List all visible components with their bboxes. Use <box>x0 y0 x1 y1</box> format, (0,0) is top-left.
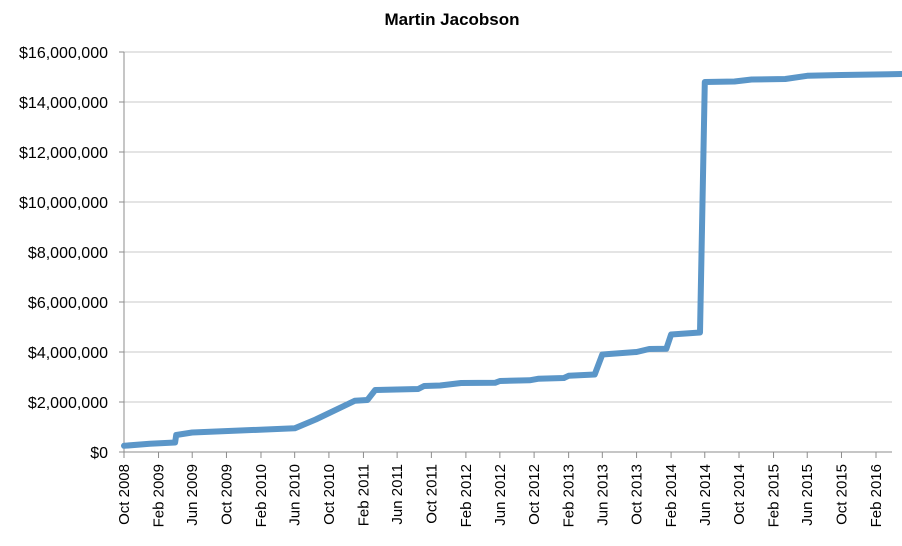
x-tick-label: Oct 2008 <box>116 464 133 525</box>
y-tick-label: $4,000,000 <box>28 345 108 362</box>
x-tick-label: Feb 2016 <box>868 464 885 527</box>
y-tick-label: $10,000,000 <box>19 195 108 212</box>
x-tick-label: Oct 2009 <box>218 464 235 525</box>
x-tick-label: Feb 2010 <box>253 464 270 527</box>
x-tick-label: Oct 2011 <box>423 464 440 524</box>
x-tick-label: Oct 2010 <box>321 464 338 525</box>
x-tick-label: Jun 2009 <box>184 464 201 526</box>
y-tick-label: $16,000,000 <box>19 45 108 62</box>
gridlines <box>124 51 892 403</box>
y-tick-label: $2,000,000 <box>28 395 108 412</box>
x-tick-label: Feb 2015 <box>766 464 783 527</box>
y-tick-label: $8,000,000 <box>28 245 108 262</box>
x-tick-label: Oct 2013 <box>629 464 646 525</box>
y-tick-label: $12,000,000 <box>19 145 108 162</box>
series-layer <box>121 71 902 449</box>
y-axis-ticks: $0 $2,000,000 $4,000,000 $6,000,000 $8,000,0… <box>19 45 124 462</box>
x-tick-label: Jun 2012 <box>492 464 509 526</box>
x-tick-label: Oct 2015 <box>833 464 850 525</box>
x-tick-label: Jun 2015 <box>799 464 816 526</box>
x-tick-label: Oct 2014 <box>731 464 748 525</box>
x-tick-label: Feb 2009 <box>151 464 168 527</box>
y-tick-label: $6,000,000 <box>28 295 108 312</box>
x-tick-label: Feb 2014 <box>663 464 680 527</box>
x-tick-label: Jun 2014 <box>697 464 714 526</box>
x-tick-label: Feb 2012 <box>458 464 475 527</box>
x-tick-label: Feb 2011 <box>355 464 372 526</box>
x-axis-ticks: Oct 2008 Feb 2009 Jun 2009 Oct 2009 Feb 2010… <box>116 452 885 527</box>
x-tick-label: Feb 2013 <box>561 464 578 527</box>
x-tick-label: Jun 2010 <box>287 464 304 526</box>
y-tick-label: $14,000,000 <box>19 95 108 112</box>
y-tick-label: $0 <box>90 445 108 462</box>
x-tick-label: Jun 2011 <box>389 464 406 525</box>
chart-title: Martin Jacobson <box>384 10 519 29</box>
x-tick-label: Oct 2012 <box>526 464 543 525</box>
series-line <box>121 71 902 449</box>
x-tick-label: Jun 2013 <box>594 464 611 526</box>
